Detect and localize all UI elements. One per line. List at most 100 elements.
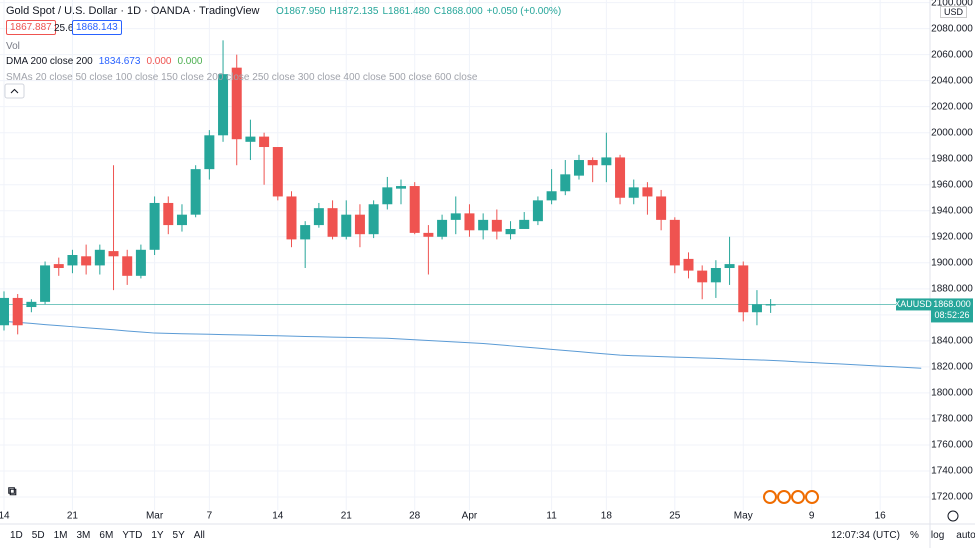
y-tick-label: 1900.000 [931, 257, 973, 268]
candle-body [628, 187, 639, 198]
legend-name: DMA 200 close 200 [6, 56, 93, 67]
y-tick-label: 1840.000 [931, 336, 973, 347]
range-button[interactable]: 1M [53, 530, 68, 541]
candle-body [738, 265, 749, 313]
candle-body [94, 249, 105, 266]
y-tick-label: 1980.000 [931, 153, 973, 164]
x-tick-label: 9 [809, 511, 815, 522]
candle-body [176, 214, 187, 226]
y-tick-label: 2080.000 [931, 23, 973, 34]
range-button[interactable]: 5Y [172, 530, 185, 541]
candle-body [532, 200, 543, 222]
legend-value: 0.000 [177, 56, 203, 67]
candle-body [751, 304, 762, 313]
candle-body [491, 219, 502, 232]
sma-line [3, 320, 922, 369]
candle-body [354, 214, 365, 235]
x-tick-label: Apr [462, 511, 478, 522]
ohlc-value: C1868.000 [433, 6, 483, 17]
vol: Vol [6, 41, 20, 52]
y-tick-label: 2100.000 [931, 0, 973, 8]
x-tick-label: 25 [669, 511, 681, 522]
y-tick-label: 1880.000 [931, 283, 973, 294]
ranges: 1D 5D 1M 3M 6M YTD 1Y 5Y All [10, 530, 214, 541]
spread: 25.6 [54, 23, 74, 34]
candle-body [122, 256, 133, 276]
range-button[interactable]: 6M [99, 530, 114, 541]
y-tick-label: 1720.000 [931, 492, 973, 503]
logo: ⧉ [8, 484, 17, 498]
x-tick-label: 18 [601, 511, 613, 522]
candle-body [53, 264, 64, 269]
candle-body [40, 265, 51, 302]
candle-body [300, 225, 311, 240]
x-tick-label: 21 [341, 511, 353, 522]
candle-body [81, 256, 92, 266]
candle-body [204, 135, 215, 170]
candle-body [218, 74, 229, 136]
range-button[interactable]: 3M [76, 530, 91, 541]
y-tick-label: 1920.000 [931, 231, 973, 242]
candle-body [642, 187, 653, 197]
candle-body [560, 174, 571, 192]
candle-body [231, 67, 242, 140]
chart-title: Gold Spot / U.S. Dollar · 1D · OANDA · T… [6, 5, 260, 17]
ask: 1868.143 [72, 20, 122, 35]
candle-body [327, 208, 338, 237]
candle-body [149, 202, 160, 250]
ask-value: 1868.143 [72, 20, 122, 35]
event-flag [763, 490, 777, 504]
range-button[interactable]: All [193, 530, 205, 541]
candle-body [437, 219, 448, 237]
candle-body [272, 147, 283, 197]
price-symbol: XAUUSD [894, 299, 932, 309]
candle-body [135, 249, 146, 276]
option-button[interactable]: log [930, 530, 945, 541]
y-tick-label: 1760.000 [931, 440, 973, 451]
candle-body [697, 270, 708, 283]
candle-body [683, 258, 694, 271]
x-tick-label: Mar [146, 511, 164, 522]
currency[interactable]: USD [940, 6, 968, 18]
candle-body [615, 157, 626, 198]
y-tick-label: 1800.000 [931, 388, 973, 399]
y-tick-label: 2060.000 [931, 49, 973, 60]
candle-body [765, 304, 776, 306]
price-value: 1868.000 [933, 299, 971, 309]
candle-body [423, 232, 434, 237]
x-tick-label: 28 [409, 511, 421, 522]
clock: 12:07:34 (UTC) [831, 530, 900, 541]
range-button[interactable]: 5D [31, 530, 45, 541]
candle-body [382, 187, 393, 205]
bid-value: 1867.887 [6, 20, 56, 35]
candle-body [259, 136, 270, 148]
x-tick-label: 11 [546, 511, 557, 522]
candle-body [341, 214, 352, 237]
y-tick-label: 1820.000 [931, 362, 973, 373]
x-tick-label: 21 [67, 511, 79, 522]
candle-body [478, 219, 489, 231]
legend-value: 1834.673 [98, 56, 141, 67]
candle-body [601, 157, 612, 166]
candle-body [286, 196, 297, 240]
range-button[interactable]: YTD [122, 530, 143, 541]
candle-body [573, 160, 584, 176]
candle-body [656, 196, 667, 220]
option-button[interactable]: auto [956, 530, 975, 541]
candle-body [724, 264, 735, 269]
range-button[interactable]: 1Y [151, 530, 164, 541]
y-tick-label: 1960.000 [931, 179, 973, 190]
ohlc-value: O1867.950 [276, 6, 326, 17]
x-tick-label: 7 [207, 511, 213, 522]
candle-body [409, 186, 420, 233]
chevron [10, 88, 19, 94]
candle-body [710, 268, 721, 283]
y-tick-label: 1740.000 [931, 466, 973, 477]
candle-body [396, 186, 407, 189]
range-button[interactable]: 1D [10, 530, 23, 541]
option-button[interactable]: % [910, 530, 919, 541]
candle-body [669, 219, 680, 266]
price-countdown: 08:52:26 [934, 310, 969, 320]
